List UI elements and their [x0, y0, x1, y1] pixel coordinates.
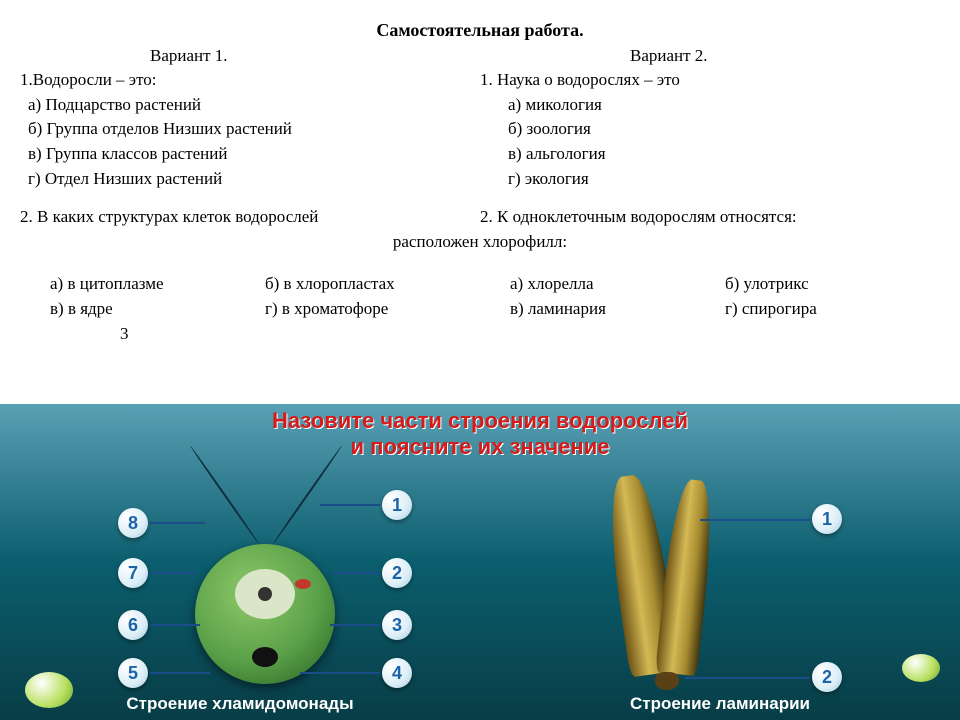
leader-line [320, 504, 380, 506]
diagram-title-line2: и поясните их значение [351, 434, 610, 459]
v2-q1: 1. Наука о водорослях – это [480, 68, 940, 93]
nucleus-icon [258, 587, 272, 601]
variant-1-heading: Вариант 1. [20, 46, 460, 66]
label-2: 2 [382, 558, 412, 588]
caption-laminaria: Строение ламинарии [480, 694, 960, 714]
worksheet-text: Самостоятельная работа. Вариант 1. Вариа… [0, 0, 960, 346]
v1-q1-c: в) Группа классов растений [20, 142, 480, 167]
v2-q1-d: г) экология [480, 167, 940, 192]
label-5: 5 [118, 658, 148, 688]
water-drop-icon [902, 654, 940, 682]
leader-line [150, 572, 197, 574]
label-kelp-2: 2 [812, 662, 842, 692]
v1-q1-a: а) Подцарство растений [20, 93, 480, 118]
leader-line [150, 624, 200, 626]
leader-line [300, 672, 380, 674]
question-2-row: 2. В каких структурах клеток водорослей … [20, 205, 940, 230]
label-3: 3 [382, 610, 412, 640]
eyespot-icon [295, 579, 311, 589]
label-6: 6 [118, 610, 148, 640]
diagram-captions: Строение хламидомонады Строение ламинари… [0, 694, 960, 714]
kelp-holdfast-icon [655, 672, 679, 690]
v1-q1-d: г) Отдел Низших растений [20, 167, 480, 192]
leader-line [685, 677, 810, 679]
v1-q2-c: в) в ядре [50, 297, 265, 322]
question-2-options: а) в цитоплазме в) в ядре б) в хлороплас… [20, 272, 940, 321]
chlorophyll-line: расположен хлорофилл: [20, 230, 940, 255]
pyrenoid-icon [252, 647, 278, 667]
question-3-marker: 3 [20, 322, 940, 347]
leader-line [333, 572, 380, 574]
v2-q1-b: б) зоология [480, 117, 940, 142]
v1-q2-d: г) в хроматофоре [265, 297, 480, 322]
leader-line [330, 624, 380, 626]
v2-q2-c: в) ламинария [510, 297, 725, 322]
v1-q2: 2. В каких структурах клеток водорослей [20, 205, 480, 230]
diagram-title-line1: Назовите части строения водорослей [272, 408, 688, 433]
diagram-title: Назовите части строения водорослей и поя… [0, 404, 960, 461]
label-8: 8 [118, 508, 148, 538]
question-1-row: 1.Водоросли – это: а) Подцарство растени… [20, 68, 940, 191]
v1-q1-b: б) Группа отделов Низших растений [20, 117, 480, 142]
v1-q2-b: б) в хлоропластах [265, 272, 480, 297]
label-4: 4 [382, 658, 412, 688]
caption-chlamydomonas: Строение хламидомонады [0, 694, 480, 714]
v2-q2-b: б) улотрикс [725, 272, 940, 297]
label-1: 1 [382, 490, 412, 520]
chlamydomonas-cell [180, 529, 350, 689]
v2-q1-a: а) микология [480, 93, 940, 118]
page-title: Самостоятельная работа. [20, 20, 940, 41]
v1-q1: 1.Водоросли – это: [20, 68, 480, 93]
label-7: 7 [118, 558, 148, 588]
label-kelp-1: 1 [812, 504, 842, 534]
v2-q2: 2. К одноклеточным водорослям относятся: [480, 205, 940, 230]
variant-row: Вариант 1. Вариант 2. [20, 46, 940, 66]
v1-q2-a: а) в цитоплазме [50, 272, 265, 297]
leader-line [700, 519, 810, 521]
leader-line [150, 672, 210, 674]
v2-q2-a: а) хлорелла [510, 272, 725, 297]
kelp-blade-icon [655, 478, 717, 676]
diagram-panel: Назовите части строения водорослей и поя… [0, 400, 960, 720]
leader-line [150, 522, 205, 524]
v2-q1-c: в) альгология [480, 142, 940, 167]
v2-q2-d: г) спирогира [725, 297, 940, 322]
laminaria-body [560, 474, 760, 694]
variant-2-heading: Вариант 2. [460, 46, 940, 66]
